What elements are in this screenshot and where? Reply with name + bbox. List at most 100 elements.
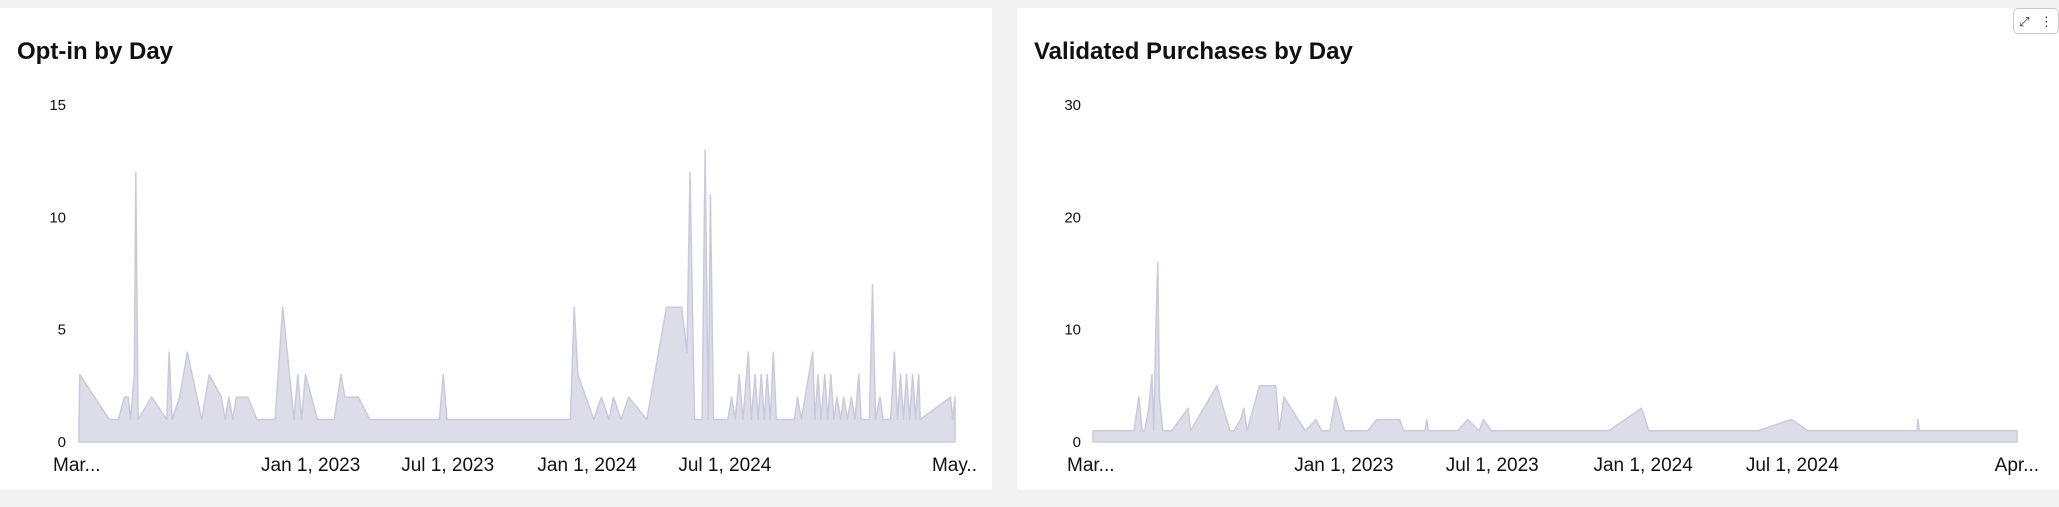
data-point: [951, 418, 955, 422]
data-point: [908, 418, 912, 422]
series-area: [78, 149, 956, 443]
data-point: [1215, 384, 1219, 388]
data-point: [846, 418, 850, 422]
data-point: [281, 305, 285, 309]
data-point: [1456, 429, 1460, 433]
data-point: [441, 373, 445, 377]
data-point: [726, 418, 730, 422]
data-point: [1481, 418, 1485, 422]
data-point: [1257, 384, 1261, 388]
x-tick-label: Jan 1, 2024: [537, 455, 637, 476]
data-point: [1320, 429, 1324, 433]
data-point: [953, 395, 957, 399]
data-point: [219, 395, 223, 399]
data-point: [733, 418, 737, 422]
data-point: [167, 350, 171, 354]
validated-purchases-chart: 0 10 20 30 Mar... Jan 1, 2023 Jul 1, 2023 Jan 1…: [1064, 97, 2039, 476]
data-point: [1806, 429, 1810, 433]
data-point: [1334, 395, 1338, 399]
data-point: [832, 418, 836, 422]
data-point: [693, 418, 697, 422]
menu-icon[interactable]: ⋮: [2039, 13, 2053, 29]
data-point: [823, 373, 827, 377]
data-point: [878, 395, 882, 399]
data-point: [1343, 429, 1347, 433]
data-point: [1756, 429, 1760, 433]
data-point: [741, 418, 745, 422]
expand-icon[interactable]: ⤢: [2019, 13, 2030, 29]
y-tick-label: 5: [58, 322, 66, 339]
data-point: [1477, 429, 1481, 433]
data-point: [1277, 429, 1281, 433]
chart-title: Opt-in by Day: [17, 38, 174, 65]
data-point: [765, 373, 769, 377]
data-point: [799, 418, 803, 422]
validated-purchases-chart-panel: Validated Purchases by Day 0 10 20 30 Mar...…: [1017, 8, 2059, 490]
opt-in-chart: 0 5 10 15 Mar... Jan 1, 2023 Jul 1, 2023 Jan 1,…: [49, 97, 977, 476]
data-point: [712, 418, 716, 422]
y-tick-label: 0: [1073, 434, 1081, 451]
x-tick-label: Jul 1, 2024: [678, 455, 771, 476]
data-point: [688, 170, 692, 174]
data-point: [859, 418, 863, 422]
data-point: [685, 350, 689, 354]
data-point: [343, 395, 347, 399]
data-point: [568, 418, 572, 422]
data-point: [896, 418, 900, 422]
data-point: [1232, 429, 1236, 433]
x-tick-label: Mar...: [53, 455, 101, 476]
data-point: [1917, 429, 1921, 433]
data-point: [1161, 429, 1165, 433]
x-tick-label: Jul 1, 2024: [1746, 455, 1839, 476]
data-point: [813, 418, 817, 422]
data-point: [816, 373, 820, 377]
data-point: [592, 418, 596, 422]
data-point: [619, 418, 623, 422]
data-point: [134, 170, 138, 174]
data-point: [296, 373, 300, 377]
data-point: [126, 395, 130, 399]
data-point: [1375, 418, 1379, 422]
data-point: [165, 418, 169, 422]
data-point: [771, 350, 775, 354]
data-point: [874, 418, 878, 422]
series-area: [1092, 261, 2018, 443]
x-tick-label: May..: [932, 455, 977, 476]
data-point: [77, 418, 81, 422]
data-point: [1398, 418, 1402, 422]
data-point: [1490, 429, 1494, 433]
y-tick-label: 30: [1064, 97, 1081, 114]
data-point: [2015, 429, 2019, 433]
x-tick-label: Jan 1, 2023: [1294, 455, 1393, 476]
data-point: [756, 418, 760, 422]
data-point: [356, 395, 360, 399]
data-point: [231, 418, 235, 422]
data-point: [150, 395, 154, 399]
data-point: [1157, 395, 1161, 399]
data-point: [1282, 395, 1286, 399]
data-point: [1132, 429, 1136, 433]
data-point: [1790, 418, 1794, 422]
data-point: [178, 395, 182, 399]
y-tick-label: 10: [49, 209, 66, 226]
data-point: [255, 418, 259, 422]
data-point: [871, 283, 875, 287]
data-point: [132, 373, 136, 377]
x-tick-label: Apr...: [1995, 455, 2039, 476]
data-point: [1228, 429, 1232, 433]
data-point: [881, 418, 885, 422]
data-point: [1245, 429, 1249, 433]
data-point: [892, 350, 896, 354]
y-tick-label: 20: [1064, 209, 1081, 226]
data-point: [708, 193, 712, 197]
data-point: [746, 350, 750, 354]
data-point: [1143, 429, 1147, 433]
data-point: [753, 373, 757, 377]
data-point: [339, 373, 343, 377]
data-point: [853, 418, 857, 422]
data-point: [762, 418, 766, 422]
data-point: [576, 373, 580, 377]
data-point: [914, 418, 918, 422]
data-point: [1366, 429, 1370, 433]
data-point: [223, 418, 227, 422]
